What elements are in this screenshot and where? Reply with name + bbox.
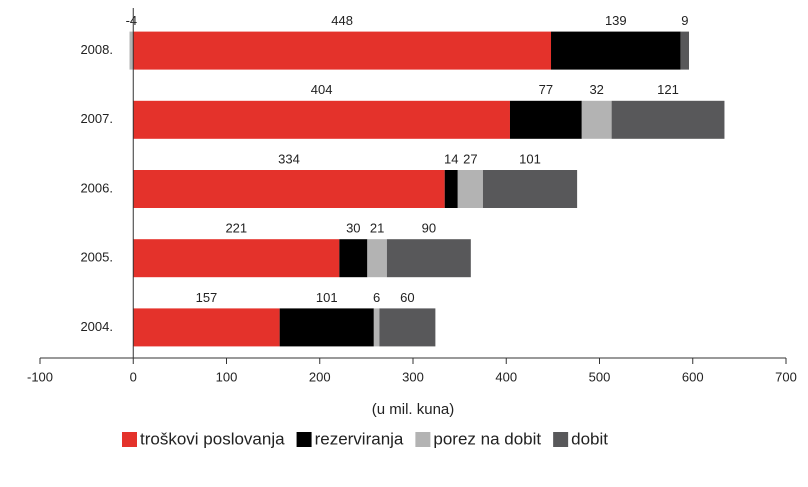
bar-segment xyxy=(581,100,612,139)
value-label: 32 xyxy=(589,82,603,97)
bar-segment xyxy=(444,170,458,208)
bar-segment xyxy=(129,31,134,70)
value-label: 77 xyxy=(539,82,553,97)
value-label: 334 xyxy=(278,151,300,166)
legend-label: dobit xyxy=(571,429,608,448)
legend-swatch xyxy=(553,432,569,447)
x-axis-label: (u mil. kuna) xyxy=(372,401,455,418)
bar-segment xyxy=(279,308,374,347)
value-label: 101 xyxy=(519,151,541,166)
value-label: 139 xyxy=(605,13,627,28)
y-tick-label: 2006. xyxy=(80,180,113,195)
y-tick-label: 2008. xyxy=(80,42,113,57)
legend-swatch xyxy=(415,432,431,447)
x-tick-label: 500 xyxy=(589,369,611,384)
bar-segment xyxy=(373,308,380,347)
legend-label: troškovi poslovanja xyxy=(140,429,285,448)
legend-swatch xyxy=(296,432,312,447)
value-label: 121 xyxy=(657,82,679,97)
value-label: 60 xyxy=(400,290,414,305)
bar-segment xyxy=(611,100,725,139)
value-label: 6 xyxy=(373,290,380,305)
value-label: 9 xyxy=(681,13,688,28)
legend-label: rezerviranja xyxy=(315,429,404,448)
bar-segment xyxy=(367,239,387,278)
bar-segment xyxy=(133,308,280,347)
value-label: 157 xyxy=(196,290,218,305)
x-tick-label: -100 xyxy=(27,369,53,384)
bar-segment xyxy=(133,31,552,70)
value-label: 14 xyxy=(444,151,458,166)
x-tick-label: 400 xyxy=(495,369,517,384)
value-label: 90 xyxy=(422,221,436,236)
bar-segment xyxy=(133,239,340,278)
bar-segment xyxy=(509,100,582,139)
bar-segment xyxy=(133,170,445,208)
legend-label: porez na dobit xyxy=(433,429,541,448)
bar-segment xyxy=(551,31,681,70)
value-label: 27 xyxy=(463,151,477,166)
y-tick-label: 2005. xyxy=(80,250,113,265)
x-tick-label: 100 xyxy=(216,369,238,384)
legend-swatch xyxy=(122,432,137,447)
x-tick-label: 200 xyxy=(309,369,331,384)
value-label: 101 xyxy=(316,290,338,305)
bar-segment xyxy=(680,31,690,70)
bar-segment xyxy=(482,170,578,208)
y-tick-label: 2004. xyxy=(80,319,113,334)
bar-segment xyxy=(379,308,436,347)
x-tick-label: 300 xyxy=(402,369,424,384)
x-tick-label: 600 xyxy=(682,369,704,384)
value-label: -4 xyxy=(126,13,138,28)
value-label: 448 xyxy=(331,13,353,28)
value-label: 21 xyxy=(370,221,384,236)
value-label: 30 xyxy=(346,221,360,236)
bar-segment xyxy=(339,239,368,278)
value-label: 404 xyxy=(311,82,333,97)
bar-segment xyxy=(133,100,510,139)
bar-segment xyxy=(457,170,483,208)
x-tick-label: 700 xyxy=(775,369,797,384)
value-label: 221 xyxy=(225,221,247,236)
y-tick-label: 2007. xyxy=(80,111,113,126)
x-tick-label: 0 xyxy=(130,369,137,384)
bar-segment xyxy=(386,239,471,278)
